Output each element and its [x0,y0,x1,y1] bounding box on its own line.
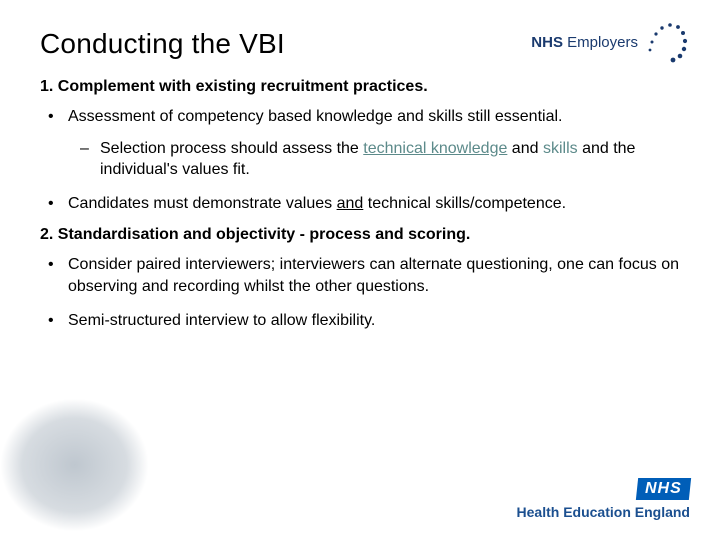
health-education-england-logo: NHS Health Education England [517,478,690,520]
section-2-list: Consider paired interviewers; interviewe… [40,254,680,331]
section-1-list: Assessment of competency based knowledge… [40,106,680,214]
section-2-heading: 2. Standardisation and objectivity - pro… [40,226,680,244]
list-item: Assessment of competency based knowledge… [40,106,680,181]
slide-title: Conducting the VBI [40,28,680,60]
hee-text: Health Education England [517,504,690,520]
nhs-lozenge-text: NHS [645,481,682,497]
bullet-text-pre: Candidates must demonstrate values [68,195,337,212]
sub-text-tech: technical knowledge [363,140,507,157]
list-item: Consider paired interviewers; interviewe… [40,254,680,297]
bullet-text-and: and [337,195,364,212]
list-item: Selection process should assess the tech… [68,138,680,181]
sub-text-skills: skills [543,140,578,157]
sub-text-mid: and [507,140,543,157]
slide-content: Conducting the VBI 1. Complement with ex… [40,28,680,331]
section-1-heading: 1. Complement with existing recruitment … [40,78,680,96]
sub-text-pre: Selection process should assess the [100,140,363,157]
nhs-lozenge-icon: NHS [636,478,691,500]
bullet-text: Assessment of competency based knowledge… [68,108,562,125]
bullet-text: Consider paired interviewers; interviewe… [68,256,679,295]
section-1-sublist: Selection process should assess the tech… [68,138,680,181]
bullet-text: Semi-structured interview to allow flexi… [68,312,375,329]
bullet-text-post: technical skills/competence. [363,195,566,212]
slide: NHS Employers Conducting the VBI 1. Comp… [0,0,720,540]
decorative-blob [0,380,160,540]
list-item: Candidates must demonstrate values and t… [40,193,680,215]
list-item: Semi-structured interview to allow flexi… [40,310,680,332]
